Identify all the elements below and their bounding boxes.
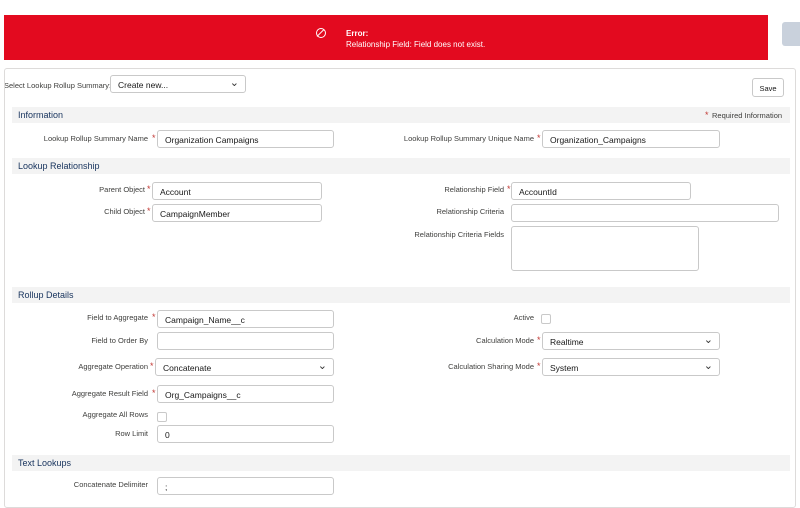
field-to-order-by-input[interactable] [157, 332, 334, 350]
unique-name-label: Lookup Rollup Summary Unique Name [403, 134, 534, 143]
required-star: * [147, 206, 151, 216]
required-star: * [537, 335, 541, 345]
parent-object-label: Parent Object [99, 185, 145, 194]
relationship-criteria-fields-textarea[interactable] [511, 226, 699, 271]
required-star: * [152, 133, 156, 143]
error-title: Error: [346, 29, 369, 38]
aggregate-operation-value: Concatenate [163, 363, 212, 373]
calculation-mode-select[interactable]: Realtime [542, 332, 720, 350]
required-star: * [705, 110, 709, 120]
active-checkbox[interactable] [541, 314, 551, 324]
name-label: Lookup Rollup Summary Name [43, 134, 148, 143]
name-input[interactable]: Organization Campaigns [157, 130, 334, 148]
concatenate-delimiter-label: Concatenate Delimiter [73, 480, 148, 489]
aggregate-result-field-label: Aggregate Result Field [71, 389, 148, 398]
error-message: Relationship Field: Field does not exist… [346, 40, 486, 49]
calculation-sharing-mode-value: System [550, 363, 579, 373]
section-rollup-details: Rollup Details [12, 287, 790, 303]
concatenate-delimiter-input[interactable]: ; [157, 477, 334, 495]
unique-name-input[interactable]: Organization_Campaigns [542, 130, 720, 148]
required-star: * [507, 184, 511, 194]
required-star: * [537, 361, 541, 371]
row-limit-input[interactable]: 0 [157, 425, 334, 443]
aggregate-all-rows-label: Aggregate All Rows [82, 410, 148, 419]
section-information: Information [12, 107, 790, 123]
required-star: * [152, 312, 156, 322]
section-lookup-relationship: Lookup Relationship [12, 158, 790, 174]
required-star: * [147, 184, 151, 194]
relationship-criteria-fields-label: Relationship Criteria Fields [414, 230, 504, 239]
calculation-mode-value: Realtime [550, 337, 584, 347]
required-star: * [150, 361, 154, 371]
aggregate-operation-label: Aggregate Operation [78, 362, 148, 371]
field-to-order-by-label: Field to Order By [91, 336, 148, 345]
child-object-input[interactable]: CampaignMember [152, 204, 322, 222]
aggregate-result-field-input[interactable]: Org_Campaigns__c [157, 385, 334, 403]
field-to-aggregate-input[interactable]: Campaign_Name__c [157, 310, 334, 328]
relationship-criteria-label: Relationship Criteria [436, 207, 504, 216]
error-banner: Error: Relationship Field: Field does no… [4, 15, 768, 60]
section-text-lookups: Text Lookups [12, 455, 790, 471]
relationship-field-label: Relationship Field [444, 185, 504, 194]
relationship-criteria-input[interactable] [511, 204, 779, 222]
required-info: Required Information [712, 111, 783, 120]
parent-object-input[interactable]: Account [152, 182, 322, 200]
field-to-aggregate-label: Field to Aggregate [87, 313, 148, 322]
ban-icon [316, 28, 326, 38]
side-panel-tab[interactable] [782, 22, 800, 46]
calculation-mode-label: Calculation Mode [476, 336, 534, 345]
active-label: Active [513, 313, 534, 322]
selector-label: Select Lookup Rollup Summary: [4, 81, 112, 90]
aggregate-operation-select[interactable]: Concatenate [155, 358, 334, 376]
selector-value: Create new... [118, 80, 169, 90]
calculation-sharing-mode-select[interactable]: System [542, 358, 720, 376]
required-star: * [537, 133, 541, 143]
required-star: * [152, 388, 156, 398]
child-object-label: Child Object [104, 207, 145, 216]
save-button[interactable]: Save [752, 78, 784, 97]
aggregate-all-rows-checkbox[interactable] [157, 412, 167, 422]
lookup-rollup-select[interactable]: Create new... [110, 75, 246, 93]
relationship-field-input[interactable]: AccountId [511, 182, 691, 200]
row-limit-label: Row Limit [115, 429, 148, 438]
calculation-sharing-mode-label: Calculation Sharing Mode [448, 362, 534, 371]
